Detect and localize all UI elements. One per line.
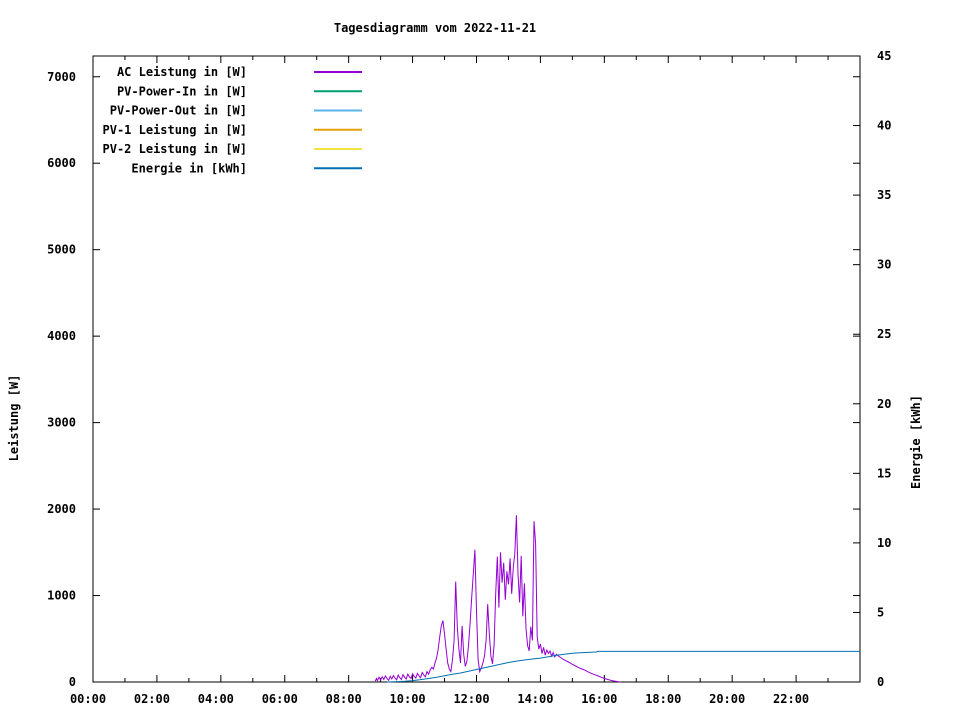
legend-label: PV-2 Leistung in [W]: [103, 142, 248, 156]
x-tick-label: 18:00: [645, 692, 681, 706]
legend-label: Energie in [kWh]: [131, 161, 247, 175]
x-tick-label: 00:00: [70, 692, 106, 706]
y-right-tick-label: 45: [877, 49, 891, 63]
y-left-tick-label: 2000: [47, 502, 76, 516]
y-right-tick-label: 30: [877, 258, 891, 272]
x-tick-label: 14:00: [517, 692, 553, 706]
y-left-tick-label: 3000: [47, 416, 76, 430]
x-tick-label: 20:00: [709, 692, 745, 706]
y-right-tick-label: 0: [877, 675, 884, 689]
y-left-tick-label: 5000: [47, 243, 76, 257]
x-tick-label: 02:00: [134, 692, 170, 706]
legend-label: PV-Power-In in [W]: [117, 84, 247, 98]
x-tick-label: 12:00: [453, 692, 489, 706]
legend-label: AC Leistung in [W]: [117, 65, 247, 79]
x-tick-label: 10:00: [390, 692, 426, 706]
y-right-tick-label: 15: [877, 466, 891, 480]
y-right-tick-label: 40: [877, 119, 891, 133]
x-tick-label: 06:00: [262, 692, 298, 706]
series-path-ac-leistung-in-w: [374, 515, 621, 683]
y-left-tick-label: 6000: [47, 156, 76, 170]
y-right-tick-label: 25: [877, 327, 891, 341]
x-tick-label: 08:00: [326, 692, 362, 706]
x-tick-label: 16:00: [581, 692, 617, 706]
y-right-tick-label: 10: [877, 536, 891, 550]
x-tick-label: 22:00: [773, 692, 809, 706]
y-left-tick-label: 1000: [47, 589, 76, 603]
chart-title: Tagesdiagramm vom 2022-11-21: [333, 21, 537, 35]
y-left-tick-label: 4000: [47, 329, 76, 343]
x-tick-label: 04:00: [198, 692, 234, 706]
series-path-energie-in-kwh: [386, 650, 860, 683]
y-right-tick-label: 5: [877, 605, 884, 619]
y-right-tick-label: 20: [877, 397, 891, 411]
y-right-tick-label: 35: [877, 188, 891, 202]
y-left-tick-label: 0: [69, 675, 76, 689]
y-left-tick-label: 7000: [47, 70, 76, 84]
legend-label: PV-Power-Out in [W]: [110, 104, 247, 118]
legend-label: PV-1 Leistung in [W]: [103, 123, 248, 137]
